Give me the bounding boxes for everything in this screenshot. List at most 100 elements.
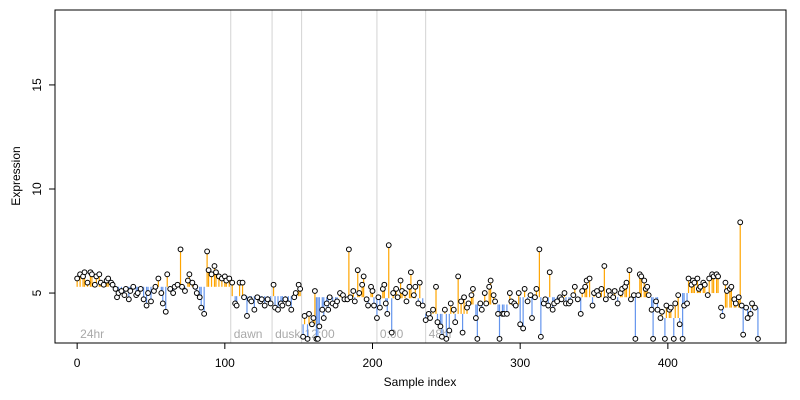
data-point [309, 321, 315, 328]
data-point [170, 290, 177, 296]
data-point [533, 285, 540, 292]
data-point [213, 269, 219, 276]
data-point [323, 300, 330, 307]
data-point [447, 300, 454, 307]
y-tick-label: 15 [30, 78, 44, 92]
phase-label: dusk [275, 327, 301, 341]
data-point [715, 273, 721, 280]
data-point [164, 271, 171, 278]
data-point [663, 302, 670, 309]
data-point [254, 294, 261, 301]
data-point [735, 294, 742, 301]
data-point [258, 296, 265, 303]
data-point [105, 275, 112, 282]
data-point [458, 298, 465, 305]
data-point [345, 246, 352, 253]
data-point [728, 283, 735, 290]
data-point [385, 242, 392, 249]
data-point [492, 298, 498, 305]
data-point [755, 335, 761, 342]
data-point [301, 313, 308, 319]
data-point [89, 271, 95, 278]
data-point [443, 335, 450, 342]
data-point [390, 290, 397, 296]
data-point [208, 271, 215, 278]
data-point [676, 321, 683, 328]
data-point [623, 279, 630, 286]
data-point [394, 294, 401, 301]
data-point [167, 285, 174, 292]
y-tick-label: 10 [30, 182, 44, 196]
data-point [205, 267, 212, 274]
data-point [752, 304, 758, 311]
data-point [403, 298, 410, 305]
data-point [749, 300, 755, 307]
data-point [685, 275, 692, 282]
data-point [701, 281, 708, 288]
data-point [415, 300, 422, 307]
data-point [577, 310, 584, 317]
data-point [645, 292, 652, 299]
data-point [737, 219, 744, 226]
data-point [595, 292, 602, 299]
data-point [182, 288, 188, 294]
x-tick-label: 300 [510, 356, 530, 370]
data-point [369, 288, 376, 294]
data-point [437, 323, 444, 330]
data-point [91, 281, 98, 288]
data-point [549, 306, 556, 313]
data-point [691, 279, 698, 286]
data-point [241, 294, 247, 301]
data-point [402, 290, 408, 296]
data-point [598, 285, 605, 292]
data-point [179, 283, 185, 290]
data-point [279, 302, 286, 309]
data-point [487, 277, 494, 284]
data-point [292, 290, 299, 296]
data-point [96, 271, 103, 278]
data-point [81, 269, 88, 276]
data-point [159, 300, 166, 307]
data-point [611, 288, 618, 294]
data-point [130, 283, 137, 290]
data-point [360, 273, 367, 280]
data-point [450, 306, 457, 313]
data-point [614, 300, 621, 307]
data-point [137, 285, 144, 292]
data-point [561, 290, 568, 296]
data-point [496, 335, 503, 342]
data-point [326, 294, 333, 301]
data-point [189, 279, 196, 286]
data-point [644, 283, 651, 290]
data-point [470, 285, 476, 292]
data-point [376, 304, 383, 311]
data-point [127, 288, 134, 294]
data-point [478, 306, 485, 313]
data-point [371, 302, 377, 309]
data-point [706, 275, 713, 282]
data-point [251, 306, 258, 313]
y-tick-label: 5 [30, 289, 44, 296]
data-point [694, 275, 701, 282]
data-point [434, 319, 441, 326]
data-point [226, 275, 233, 282]
data-point [524, 298, 531, 305]
data-point [574, 296, 581, 303]
data-point [316, 323, 323, 330]
data-point [109, 281, 116, 288]
data-point [468, 292, 475, 299]
data-point [297, 285, 304, 292]
x-tick-label: 400 [658, 356, 678, 370]
phase-label: 24hr [80, 327, 104, 341]
data-point [657, 315, 664, 321]
data-point [684, 300, 690, 307]
data-point [570, 292, 577, 299]
data-point [185, 277, 191, 284]
x-axis: 0 100 200 300 400 [74, 342, 678, 370]
data-point [659, 308, 665, 315]
data-point [433, 283, 439, 290]
data-point [267, 300, 274, 307]
data-point [672, 300, 679, 307]
data-point [201, 310, 208, 317]
